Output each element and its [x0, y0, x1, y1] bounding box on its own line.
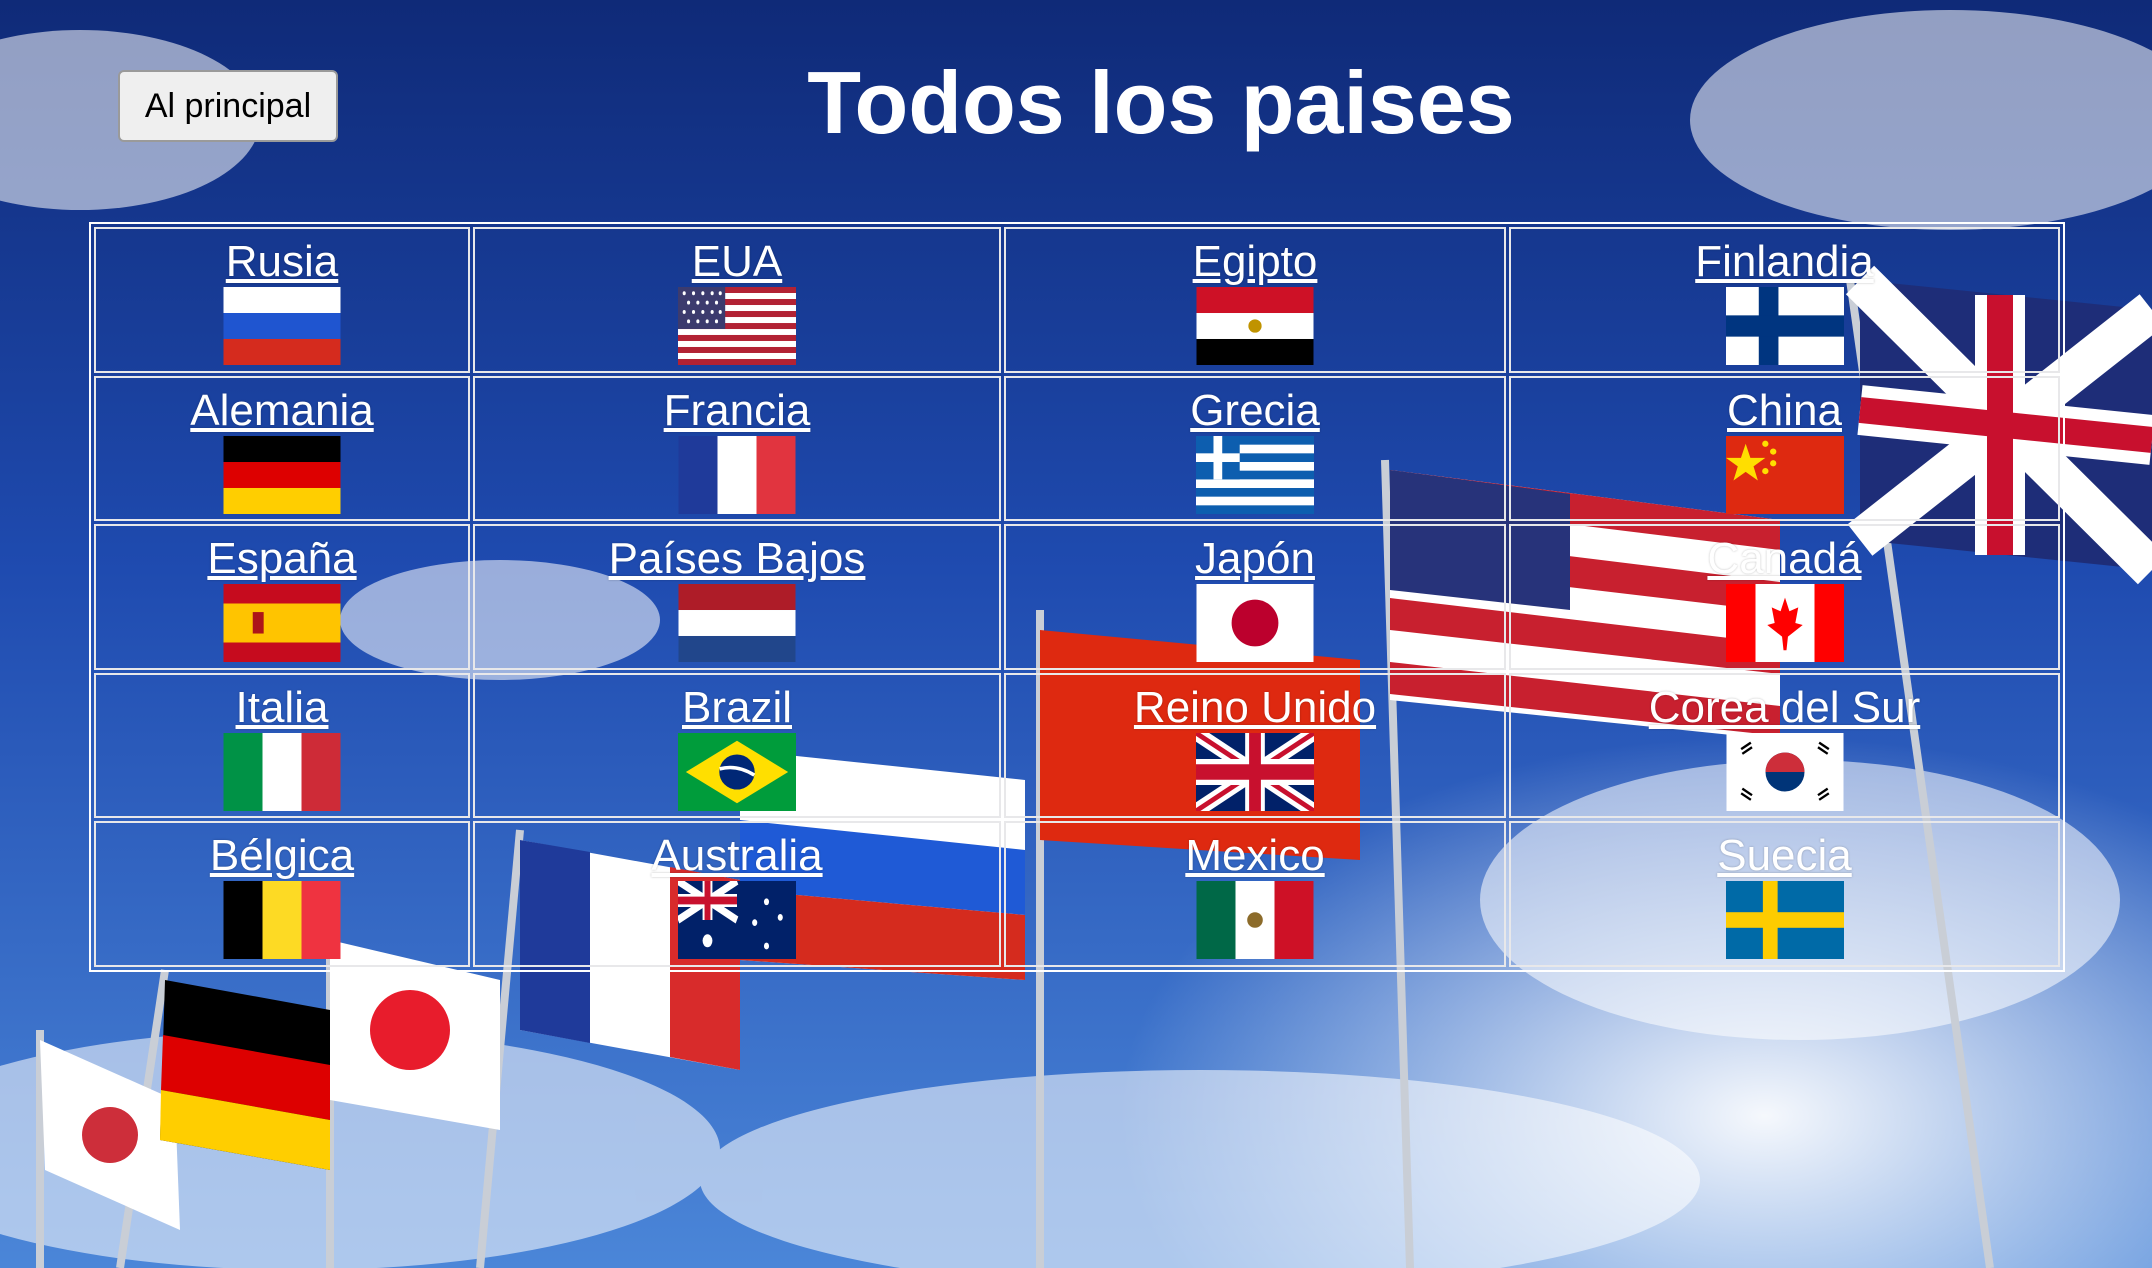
country-cell-brazil: Brazil	[473, 672, 1001, 819]
country-cell-japon: Japón	[1004, 524, 1506, 670]
country-link-mexico[interactable]: Mexico	[1185, 831, 1325, 881]
country-link-china[interactable]: China	[1727, 385, 1842, 435]
country-cell-australia: Australia	[473, 821, 1001, 967]
country-cell-italia: Italia	[94, 672, 470, 819]
country-cell-eua: EUA	[473, 227, 1001, 373]
country-link-corea-del-sur[interactable]: Corea del Sur	[1648, 682, 1921, 732]
page-title: Todos los paises	[807, 53, 1515, 152]
netherlands-flag-icon[interactable]	[678, 584, 796, 663]
country-link-grecia[interactable]: Grecia	[1190, 385, 1320, 435]
country-cell-canada: Canadá	[1509, 524, 2060, 670]
country-cell-belgica: Bélgica	[94, 821, 470, 967]
country-cell-reino-unido: Reino Unido	[1004, 672, 1506, 819]
country-link-eua[interactable]: EUA	[691, 237, 783, 286]
country-cell-china: China	[1509, 375, 2060, 522]
country-link-espana[interactable]: España	[207, 534, 357, 584]
country-cell-francia: Francia	[473, 375, 1001, 522]
country-link-rusia[interactable]: Rusia	[225, 237, 339, 286]
country-cell-suecia: Suecia	[1509, 821, 2060, 967]
country-link-suecia[interactable]: Suecia	[1717, 831, 1852, 881]
country-cell-mexico: Mexico	[1004, 821, 1506, 967]
south-korea-flag-icon[interactable]	[1726, 732, 1844, 811]
egypt-flag-icon[interactable]	[1196, 287, 1314, 365]
country-link-egipto[interactable]: Egipto	[1192, 237, 1318, 286]
country-cell-rusia: Rusia	[94, 227, 470, 373]
country-link-francia[interactable]: Francia	[663, 385, 811, 435]
country-link-finlandia[interactable]: Finlandia	[1695, 237, 1874, 286]
uk-flag-icon[interactable]	[1196, 732, 1314, 811]
mexico-flag-icon[interactable]	[1196, 881, 1314, 960]
finland-flag-icon[interactable]	[1725, 287, 1844, 365]
country-link-italia[interactable]: Italia	[235, 682, 329, 732]
country-link-australia[interactable]: Australia	[651, 831, 823, 881]
country-cell-finlandia: Finlandia	[1509, 227, 2060, 373]
france-flag-icon[interactable]	[678, 435, 796, 514]
country-link-canada[interactable]: Canadá	[1707, 534, 1862, 584]
italy-flag-icon[interactable]	[223, 732, 341, 811]
sweden-flag-icon[interactable]	[1725, 881, 1844, 960]
countries-table: Rusia EUA Egipto Finlandia	[89, 222, 2065, 972]
country-link-brazil[interactable]: Brazil	[681, 682, 793, 732]
country-link-japon[interactable]: Japón	[1195, 534, 1315, 584]
country-cell-espana: España	[94, 524, 470, 670]
country-link-reino-unido[interactable]: Reino Unido	[1133, 682, 1377, 732]
russia-flag-icon[interactable]	[223, 287, 341, 365]
country-cell-egipto: Egipto	[1004, 227, 1506, 373]
china-flag-icon[interactable]	[1725, 435, 1844, 514]
country-link-paises-bajos[interactable]: Países Bajos	[608, 534, 866, 584]
australia-flag-icon[interactable]	[678, 881, 796, 960]
home-button[interactable]: Al principal	[118, 70, 338, 142]
country-link-belgica[interactable]: Bélgica	[209, 831, 355, 881]
brazil-flag-icon[interactable]	[678, 732, 796, 811]
country-cell-paises-bajos: Países Bajos	[473, 524, 1001, 670]
belgium-flag-icon[interactable]	[223, 881, 341, 960]
germany-flag-icon[interactable]	[223, 435, 341, 514]
country-cell-grecia: Grecia	[1004, 375, 1506, 522]
japan-flag-icon[interactable]	[1196, 584, 1314, 663]
country-cell-alemania: Alemania	[94, 375, 470, 522]
greece-flag-icon[interactable]	[1196, 435, 1314, 514]
country-link-alemania[interactable]: Alemania	[190, 385, 374, 435]
canada-flag-icon[interactable]	[1725, 584, 1844, 663]
country-cell-corea-del-sur: Corea del Sur	[1509, 672, 2060, 819]
spain-flag-icon[interactable]	[223, 584, 341, 663]
usa-flag-icon[interactable]	[678, 287, 796, 365]
